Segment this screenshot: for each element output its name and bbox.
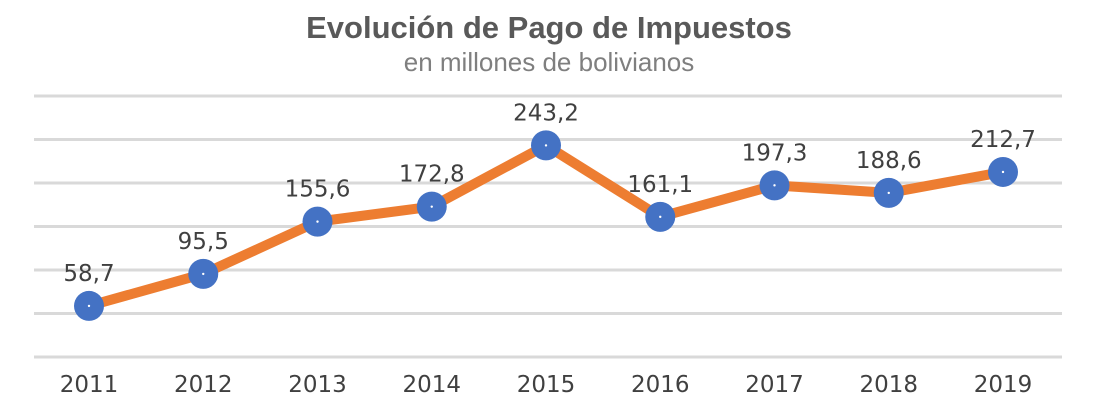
x-tick-label: 2012 bbox=[174, 372, 233, 398]
data-point-center bbox=[87, 304, 91, 308]
data-label: 161,1 bbox=[627, 172, 693, 198]
x-tick-label: 2016 bbox=[631, 372, 690, 398]
data-point-center bbox=[316, 220, 319, 223]
data-labels: 58,7 95,5 155,6 172,8 243,2 161,1 197,3 188,6 21… bbox=[63, 100, 1036, 287]
data-label: 155,6 bbox=[285, 177, 351, 203]
chart-title: Evolución de Pago de Impuestos bbox=[306, 10, 792, 45]
data-point-center bbox=[773, 184, 776, 187]
x-tick-label: 2013 bbox=[288, 372, 347, 398]
x-tick-label: 2015 bbox=[517, 372, 576, 398]
data-label: 212,7 bbox=[970, 127, 1036, 153]
x-tick-label: 2017 bbox=[745, 372, 804, 398]
data-label: 188,6 bbox=[856, 148, 922, 174]
x-tick-label: 2014 bbox=[402, 372, 461, 398]
data-point-center bbox=[430, 205, 433, 208]
data-point-center bbox=[202, 272, 205, 276]
x-tick-label: 2019 bbox=[974, 372, 1033, 398]
data-point-center bbox=[544, 144, 548, 147]
data-point-center bbox=[1001, 170, 1005, 174]
data-point-center bbox=[659, 215, 662, 219]
x-axis-ticks: 2011 2012 2013 2014 2015 2016 2017 2018 2019 bbox=[60, 372, 1033, 398]
x-tick-label: 2018 bbox=[859, 372, 918, 398]
data-label: 243,2 bbox=[513, 100, 579, 126]
chart-subtitle: en millones de bolivianos bbox=[404, 47, 695, 77]
x-tick-label: 2011 bbox=[60, 372, 119, 398]
data-point-center bbox=[887, 191, 890, 195]
data-label: 197,3 bbox=[742, 140, 808, 166]
data-label: 58,7 bbox=[63, 261, 114, 287]
data-label: 172,8 bbox=[399, 162, 465, 188]
data-label: 95,5 bbox=[178, 229, 229, 255]
series-group bbox=[74, 130, 1018, 321]
